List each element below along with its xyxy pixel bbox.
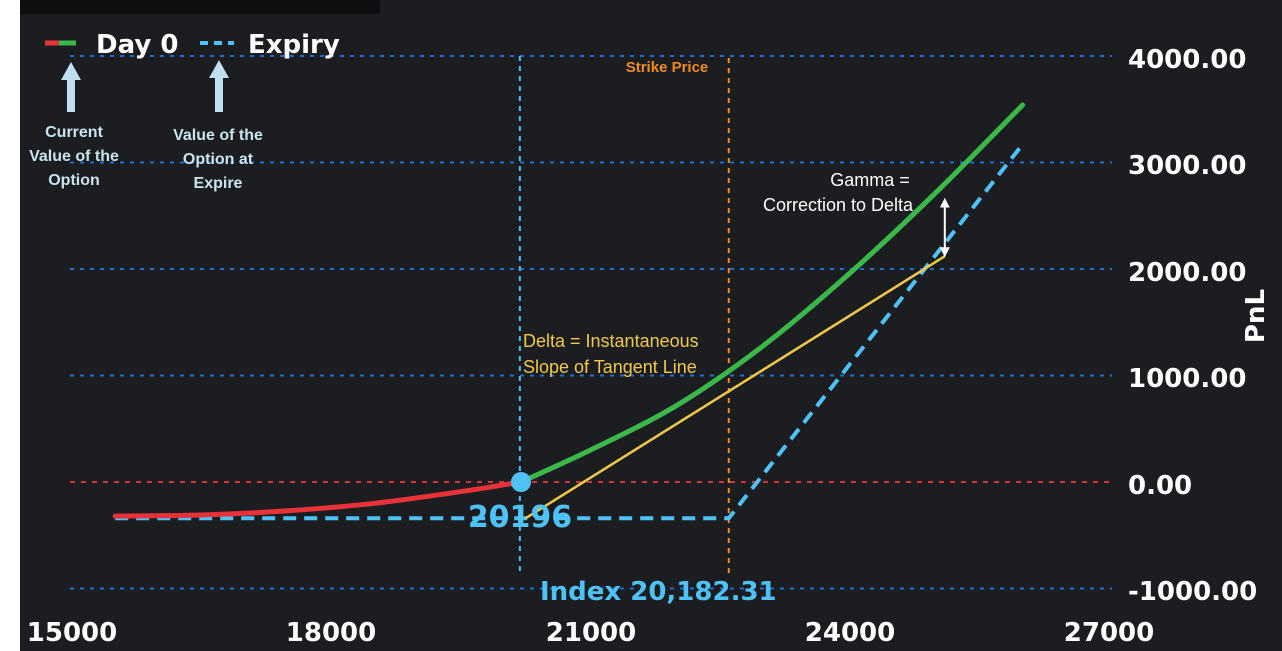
up-arrow-icon — [209, 60, 229, 112]
gamma-note: Gamma = Correction to Delta — [763, 170, 914, 215]
x-tick-label: 15000 — [27, 618, 117, 648]
expiry-note-line: Expire — [194, 175, 243, 192]
delta-tangent-line — [525, 255, 946, 520]
expiry-note-line: Value of the — [173, 127, 263, 144]
y-axis-label: PnL — [1241, 289, 1271, 343]
legend: Day 0 Expiry — [45, 30, 340, 60]
y-tick-label: 3000.00 — [1128, 151, 1246, 181]
index-value-label: Index 20,182.31 — [540, 577, 777, 607]
y-tick-labels: 4000.00 3000.00 2000.00 1000.00 0.00 -10… — [1128, 45, 1257, 607]
vertical-reference-lines — [518, 56, 730, 575]
pnl-chart: 4000.00 3000.00 2000.00 1000.00 0.00 -10… — [27, 30, 1271, 648]
delta-note: Delta = Instantaneous Slope of Tangent L… — [523, 331, 699, 377]
marker-layer — [511, 472, 532, 492]
marker-value-label: 20196 — [468, 500, 572, 535]
day0-loss-segment — [112, 479, 524, 519]
up-arrow-icon — [61, 62, 81, 112]
expiry-note: Value of the Option at Expire — [173, 127, 263, 192]
expiry-note-line: Option at — [183, 151, 254, 168]
x-tick-label: 18000 — [286, 618, 376, 648]
day0-note-line: Current — [45, 124, 103, 141]
delta-note-line: Slope of Tangent Line — [523, 357, 697, 377]
strike-price-label: Strike Price — [626, 59, 709, 76]
current-index-marker — [511, 472, 532, 492]
x-tick-label: 27000 — [1064, 618, 1154, 648]
day0-note-line: Value of the — [29, 148, 119, 165]
y-tick-label: 4000.00 — [1128, 45, 1246, 75]
delta-note-line: Delta = Instantaneous — [523, 331, 699, 351]
chart-frame: 4000.00 3000.00 2000.00 1000.00 0.00 -10… — [20, 0, 1282, 651]
legend-label-day0: Day 0 — [96, 30, 178, 60]
legend-label-expiry: Expiry — [248, 30, 340, 60]
x-tick-label: 24000 — [805, 618, 895, 648]
x-tick-labels: 15000 18000 21000 24000 27000 — [27, 618, 1154, 648]
y-tick-label: -1000.00 — [1128, 577, 1257, 607]
gamma-note-line: Gamma = — [830, 170, 910, 190]
y-tick-label: 0.00 — [1128, 471, 1192, 501]
series-lines — [112, 102, 1026, 521]
day0-note-line: Option — [48, 172, 100, 189]
legend-callouts — [61, 60, 229, 112]
day0-note: Current Value of the Option — [29, 124, 119, 189]
grid-lines — [70, 55, 1112, 590]
gamma-note-line: Correction to Delta — [763, 195, 914, 215]
y-tick-label: 2000.00 — [1128, 258, 1246, 288]
y-tick-label: 1000.00 — [1128, 364, 1246, 394]
day0-profit-segment — [518, 102, 1026, 485]
x-tick-label: 21000 — [546, 618, 636, 648]
